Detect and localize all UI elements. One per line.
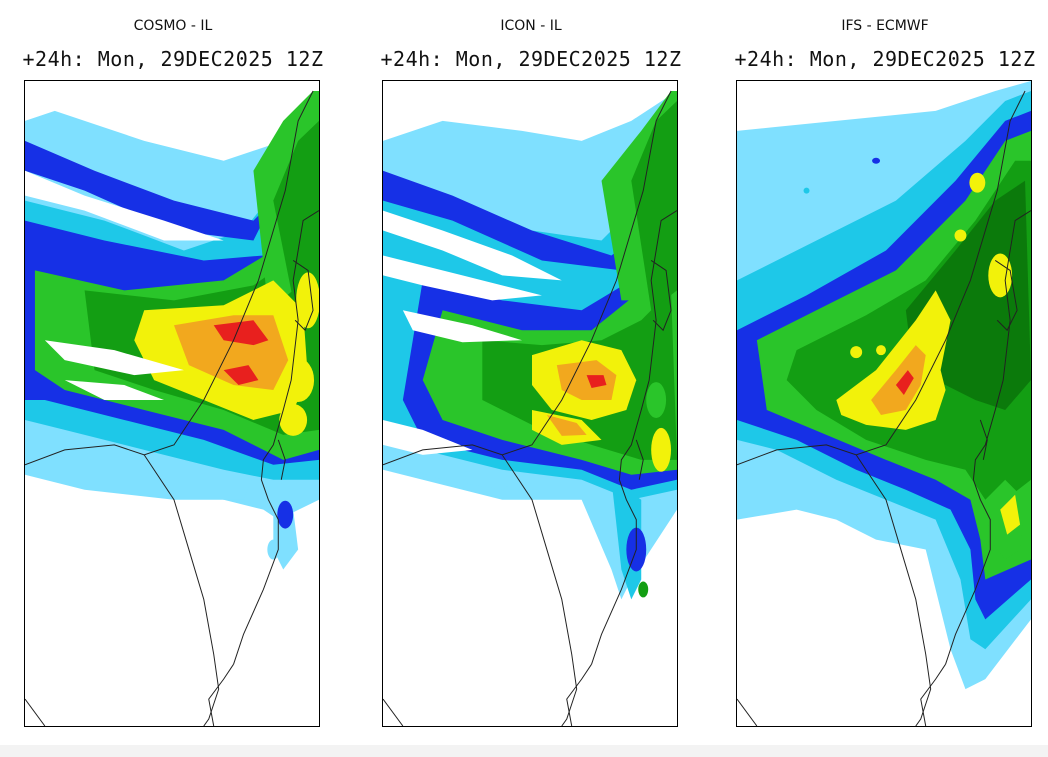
forecast-panel-icon: ICON - IL +24h: Mon, 29DEC2025 12Z <box>366 0 696 757</box>
coastline <box>25 90 319 726</box>
valid-time: +24h: Mon, 29DEC2025 12Z <box>380 47 682 71</box>
coastline <box>383 90 677 726</box>
precipitation-map <box>24 80 320 727</box>
valid-time: +24h: Mon, 29DEC2025 12Z <box>22 47 324 71</box>
forecast-panel-cosmo: COSMO - IL +24h: Mon, 29DEC2025 12Z <box>8 0 338 757</box>
forecast-panel-ifs: IFS - ECMWF +24h: Mon, 29DEC2025 12Z <box>720 0 1048 757</box>
map-svg <box>25 90 319 726</box>
model-name: COSMO - IL <box>133 18 213 34</box>
precipitation-map <box>382 80 678 727</box>
map-svg <box>383 90 677 726</box>
model-name: ICON - IL <box>500 18 562 34</box>
precipitation-map <box>736 80 1032 727</box>
footer-band <box>0 745 1048 757</box>
map-svg <box>737 81 1031 726</box>
precip-field <box>383 90 677 600</box>
precip-field <box>737 81 1031 690</box>
precip-field <box>25 90 319 570</box>
model-name: IFS - ECMWF <box>841 18 929 34</box>
coastline <box>737 90 1031 726</box>
valid-time: +24h: Mon, 29DEC2025 12Z <box>734 47 1036 71</box>
